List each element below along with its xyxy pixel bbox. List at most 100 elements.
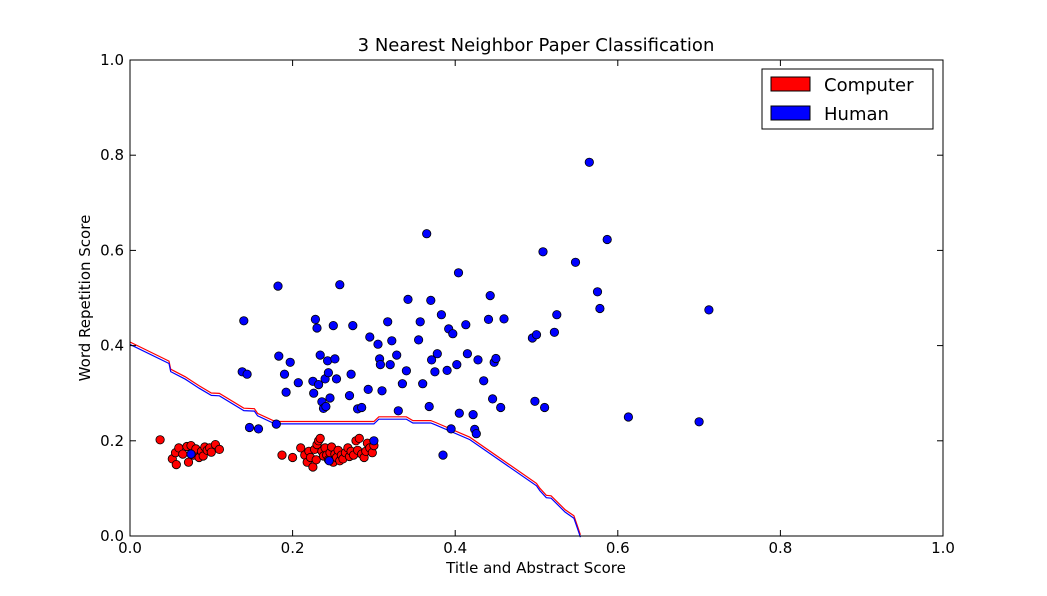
data-point-human bbox=[471, 429, 481, 439]
data-point-human bbox=[271, 419, 281, 429]
data-point-computer bbox=[277, 450, 287, 460]
data-point-human bbox=[239, 316, 249, 326]
y-axis-label: Word Repetition Score bbox=[76, 215, 94, 382]
legend: Computer Human bbox=[761, 68, 934, 130]
data-point-computer bbox=[311, 455, 321, 465]
data-point-computer bbox=[155, 435, 165, 445]
data-point-human bbox=[325, 393, 335, 403]
data-point-human bbox=[418, 379, 428, 389]
data-point-human bbox=[552, 310, 562, 320]
data-point-human bbox=[330, 354, 340, 364]
decision-boundary bbox=[129, 341, 581, 538]
data-point-computer bbox=[296, 443, 306, 453]
plot-area bbox=[129, 59, 944, 538]
data-point-human bbox=[479, 376, 489, 386]
y-tick-label: 0.8 bbox=[100, 146, 124, 164]
y-tick-label: 0.2 bbox=[100, 432, 124, 450]
data-point-human bbox=[273, 281, 283, 291]
plot-border bbox=[129, 59, 944, 537]
x-axis-label: Title and Abstract Score bbox=[445, 559, 626, 577]
data-point-human bbox=[538, 247, 548, 257]
data-point-human bbox=[335, 280, 345, 290]
x-tick-label: 0.4 bbox=[443, 539, 467, 557]
y-tick-label: 0.6 bbox=[100, 241, 124, 259]
data-point-human bbox=[413, 335, 424, 345]
data-point-computer bbox=[206, 447, 216, 457]
plot-frame bbox=[130, 60, 943, 536]
data-point-human bbox=[377, 386, 387, 396]
data-point-computer bbox=[214, 444, 224, 454]
data-point-human bbox=[393, 406, 403, 416]
data-point-human bbox=[462, 349, 472, 359]
data-point-human bbox=[531, 330, 542, 340]
data-point-human bbox=[274, 351, 284, 361]
data-point-human bbox=[491, 353, 501, 364]
data-point-human bbox=[448, 329, 458, 339]
data-point-human bbox=[570, 257, 581, 267]
data-point-human bbox=[346, 369, 356, 379]
legend-label-computer: Computer bbox=[824, 75, 914, 96]
chart-title: 3 Nearest Neighbor Paper Classification bbox=[358, 35, 715, 56]
y-tick-label: 0.4 bbox=[100, 337, 124, 355]
data-point-human bbox=[383, 317, 393, 327]
data-point-human bbox=[446, 424, 456, 434]
data-point-human bbox=[468, 409, 478, 420]
x-axis: 0.0 0.2 0.4 0.6 0.8 1.0 bbox=[118, 60, 955, 557]
data-point-human bbox=[694, 417, 704, 427]
data-point-computer bbox=[315, 433, 325, 443]
x-tick-label: 0.6 bbox=[606, 539, 630, 557]
data-point-human bbox=[357, 402, 367, 413]
x-tick-label: 0.8 bbox=[768, 539, 792, 557]
data-point-human bbox=[592, 287, 603, 297]
data-point-human bbox=[321, 401, 331, 412]
data-point-human bbox=[392, 350, 402, 360]
legend-swatch-human bbox=[770, 105, 811, 121]
data-point-human bbox=[473, 355, 483, 365]
data-point-human bbox=[369, 436, 379, 446]
data-point-human bbox=[539, 402, 550, 413]
data-point-human bbox=[186, 449, 196, 459]
data-point-human bbox=[310, 314, 320, 324]
data-point-human bbox=[485, 290, 495, 301]
y-tick-label: 1.0 bbox=[100, 51, 124, 69]
data-point-human bbox=[365, 332, 375, 342]
y-tick-label: 0.0 bbox=[100, 527, 124, 545]
data-point-human bbox=[315, 350, 325, 360]
data-point-human bbox=[328, 320, 338, 331]
data-point-human bbox=[401, 366, 411, 376]
data-point-human bbox=[387, 336, 397, 346]
data-point-human bbox=[487, 394, 498, 404]
legend-label-human: Human bbox=[824, 104, 889, 125]
data-point-human bbox=[623, 412, 634, 422]
data-point-human bbox=[496, 402, 506, 413]
data-point-human bbox=[426, 355, 437, 365]
y-axis: 0.0 0.2 0.4 0.6 0.8 1.0 bbox=[100, 51, 943, 545]
data-point-human bbox=[309, 388, 319, 398]
data-point-computer bbox=[178, 449, 188, 459]
data-point-human bbox=[331, 374, 342, 384]
boundary-line-computer bbox=[129, 341, 581, 535]
data-point-human bbox=[595, 303, 605, 314]
data-point-human bbox=[452, 359, 462, 370]
x-tick-label: 0.2 bbox=[281, 539, 305, 557]
data-point-human bbox=[385, 359, 395, 370]
data-point-computer bbox=[354, 433, 364, 443]
data-point-human bbox=[436, 310, 446, 320]
data-point-human bbox=[454, 408, 464, 418]
x-tick-label: 0.0 bbox=[118, 539, 142, 557]
data-point-human bbox=[375, 359, 385, 370]
data-point-human bbox=[397, 379, 407, 389]
boundary-line-human bbox=[129, 343, 581, 538]
data-point-human bbox=[453, 268, 464, 278]
data-point-human bbox=[530, 396, 540, 406]
data-point-human bbox=[313, 379, 324, 390]
data-point-human bbox=[430, 367, 440, 377]
data-point-human bbox=[312, 323, 322, 333]
data-point-human bbox=[348, 320, 358, 331]
data-point-computer bbox=[171, 459, 181, 470]
data-point-human bbox=[424, 401, 434, 412]
data-point-human bbox=[426, 295, 436, 305]
data-point-human bbox=[403, 294, 413, 304]
data-point-human bbox=[584, 157, 594, 167]
data-point-human bbox=[244, 422, 255, 433]
